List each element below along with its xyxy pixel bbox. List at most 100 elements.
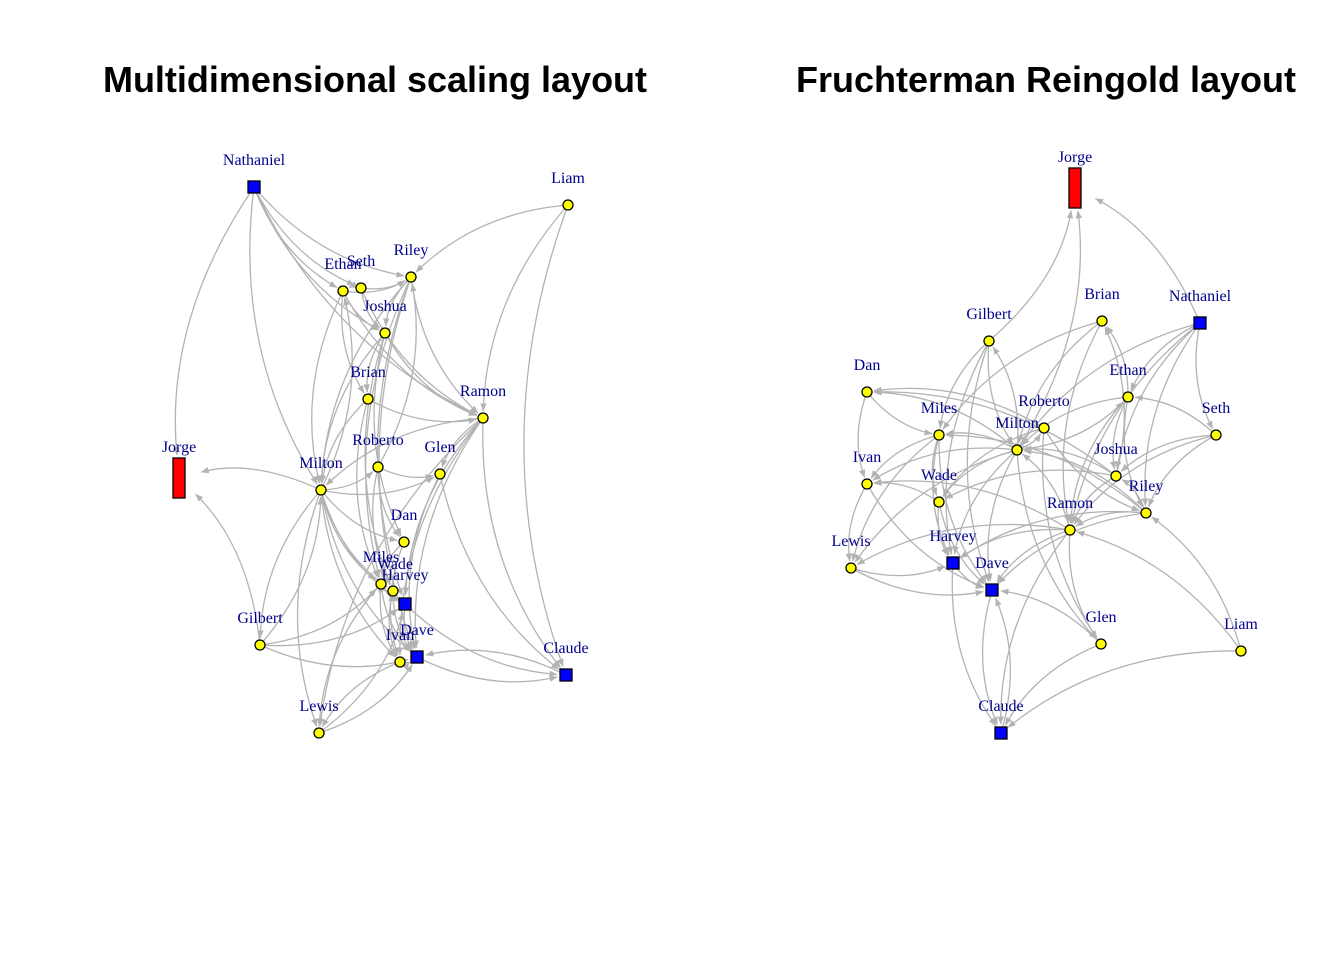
fr-node-milton: Milton: [995, 415, 1039, 456]
mds-edge-riley-to-miles: [365, 276, 412, 578]
fr-edge-ramon-to-lewis: [856, 523, 1071, 566]
fr-node-marker-jorge: [1068, 167, 1082, 209]
fr-node-marker-miles: [933, 429, 945, 441]
fr-edge-milton-to-dan: [873, 389, 1018, 451]
fr-edge-milton-to-ethan: [1016, 401, 1124, 451]
fr-node-nathaniel: Nathaniel: [1169, 288, 1232, 330]
fr-layout-title: Fruchterman Reingold layout: [796, 59, 1296, 100]
mds-node-marker-claude: [559, 668, 573, 682]
mds-edge-ramon-to-lewis: [317, 417, 484, 727]
fr-node-roberto: Roberto: [1018, 393, 1070, 434]
mds-node-label-joshua: Joshua: [363, 298, 407, 315]
fr-node-marker-harvey: [946, 556, 960, 570]
mds-edges: [173, 186, 569, 734]
fr-edge-miles-to-ivan: [870, 434, 940, 479]
mds-node-label-liam: Liam: [551, 170, 585, 187]
mds-node-seth: Seth: [347, 253, 375, 294]
mds-node-label-claude: Claude: [543, 640, 588, 657]
mds-node-label-jorge: Jorge: [162, 439, 196, 456]
fr-node-jorge: Jorge: [1058, 149, 1092, 209]
mds-node-marker-dan: [398, 536, 410, 548]
fr-edge-nathaniel-to-ethan: [1130, 322, 1201, 391]
fr-edge-miles-to-dave: [938, 434, 987, 584]
mds-node-joshua: Joshua: [363, 298, 407, 339]
fr-edge-nathaniel-to-seth: [1195, 322, 1214, 430]
mds-node-ivan: Ivan: [386, 627, 414, 668]
fr-node-harvey: Harvey: [929, 528, 977, 570]
fr-edge-nathaniel-to-jorge: [1095, 198, 1201, 324]
fr-node-marker-claude: [994, 726, 1008, 740]
mds-node-dave: Dave: [400, 622, 434, 664]
fr-node-marker-ramon: [1064, 524, 1076, 536]
mds-edge-milton-to-gilbert: [257, 489, 322, 639]
fr-node-label-gilbert: Gilbert: [966, 306, 1012, 323]
fr-edge-claude-to-dave: [995, 597, 1012, 734]
fr-nodes: Jorge Gilbert Brian Nathaniel Dan Ethan Robert…: [831, 149, 1258, 740]
mds-node-riley: Riley: [394, 242, 429, 283]
fr-node-marker-wade: [933, 496, 945, 508]
mds-edge-milton-to-ethan: [320, 297, 353, 491]
fr-edge-nathaniel-to-ramon: [1069, 322, 1201, 524]
mds-node-label-gilbert: Gilbert: [237, 610, 283, 627]
fr-node-dan: Dan: [854, 357, 880, 398]
mds-edge-gilbert-to-milton: [259, 496, 324, 646]
mds-node-roberto: Roberto: [352, 432, 404, 473]
fr-node-label-nathaniel: Nathaniel: [1169, 288, 1232, 305]
mds-node-label-lewis: Lewis: [299, 698, 338, 715]
fr-edge-brian-to-ramon: [1062, 320, 1103, 524]
fr-node-gilbert: Gilbert: [966, 306, 1012, 347]
mds-edge-milton-to-ivan: [320, 489, 396, 658]
fr-edge-miles-to-lewis: [851, 434, 940, 562]
mds-edge-milton-to-dave: [320, 489, 411, 652]
fr-edge-ethan-to-ramon: [1067, 396, 1129, 524]
fr-node-miles: Miles: [921, 400, 957, 441]
mds-node-label-roberto: Roberto: [352, 432, 404, 449]
fr-edge-lewis-to-harvey: [850, 565, 946, 577]
mds-node-milton: Milton: [299, 455, 343, 496]
fr-edge-ramon-to-milton: [1022, 453, 1071, 531]
mds-edge-gilbert-to-jorge: [195, 493, 261, 646]
mds-node-marker-glen: [434, 468, 446, 480]
fr-edge-ivan-to-lewis: [845, 483, 868, 562]
mds-edge-ramon-to-milton: [325, 417, 484, 486]
mds-node-label-riley: Riley: [394, 242, 429, 259]
mds-node-dan: Dan: [391, 507, 418, 548]
mds-edge-brian-to-milton: [319, 398, 369, 484]
mds-edge-dave-to-claude: [416, 656, 558, 683]
mds-node-label-dan: Dan: [391, 507, 418, 524]
mds-edge-riley-to-harvey: [377, 276, 412, 596]
mds-node-marker-liam: [562, 199, 574, 211]
mds-edge-roberto-to-dan: [377, 466, 401, 538]
mds-edge-roberto-to-riley: [377, 283, 417, 468]
mds-node-label-harvey: Harvey: [381, 567, 428, 584]
fr-node-marker-dan: [861, 386, 873, 398]
fr-edge-roberto-to-dan: [873, 386, 1045, 429]
fr-node-label-riley: Riley: [1129, 478, 1164, 495]
mds-edge-seth-to-ramon: [360, 287, 478, 416]
fr-edge-ivan-to-dave: [866, 483, 984, 588]
fr-node-dave: Dave: [975, 555, 1009, 597]
fr-node-claude: Claude: [978, 698, 1024, 740]
mds-node-label-wade: Wade: [377, 556, 413, 573]
fr-edge-seth-to-ramon: [1073, 434, 1217, 525]
fr-edge-ramon-to-claude: [997, 529, 1071, 725]
fr-edge-liam-to-claude: [1007, 650, 1242, 728]
fr-node-label-milton: Milton: [995, 415, 1039, 432]
fr-edge-seth-to-joshua: [1120, 434, 1217, 472]
mds-node-liam: Liam: [551, 170, 585, 211]
fr-node-marker-roberto: [1038, 422, 1050, 434]
fr-node-ethan: Ethan: [1109, 362, 1147, 403]
mds-edge-ivan-to-lewis: [321, 661, 401, 728]
fr-node-marker-liam: [1235, 645, 1247, 657]
fr-edge-nathaniel-to-riley: [1141, 322, 1201, 507]
mds-node-marker-riley: [405, 271, 417, 283]
fr-node-ramon: Ramon: [1047, 495, 1093, 536]
mds-edge-joshua-to-dan: [373, 332, 402, 537]
mds-node-marker-joshua: [379, 327, 391, 339]
mds-node-marker-milton: [315, 484, 327, 496]
mds-node-marker-wade: [387, 585, 399, 597]
fr-edge-glen-to-claude: [1004, 643, 1102, 726]
mds-node-marker-nathaniel: [247, 180, 261, 194]
